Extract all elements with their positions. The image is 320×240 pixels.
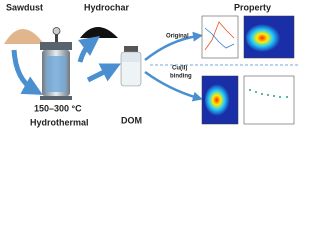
graphical-abstract: Sawdust Hydrochar 150–300 °C Hydrotherma… bbox=[4, 2, 298, 127]
mini-line-plot bbox=[201, 15, 239, 59]
hydrochar-pile bbox=[80, 27, 118, 38]
arrow bbox=[144, 70, 203, 102]
dom-label: DOM bbox=[121, 115, 142, 125]
mini-heatmap bbox=[201, 75, 239, 125]
reactor bbox=[40, 27, 72, 100]
arrow bbox=[144, 31, 203, 61]
binding-label: binding bbox=[170, 74, 192, 80]
sawdust-label: Sawdust bbox=[6, 2, 43, 12]
binding-label: Cu(II) bbox=[172, 66, 187, 72]
bottle bbox=[120, 46, 142, 87]
mini-heatmap bbox=[243, 15, 295, 59]
mini-scatter-plot bbox=[243, 75, 295, 125]
hydrothermal-label: Hydrothermal bbox=[30, 117, 89, 127]
sawdust-pile bbox=[4, 29, 44, 44]
hydrochar-label: Hydrochar bbox=[84, 2, 130, 12]
original-label: Original bbox=[166, 34, 189, 40]
arrow bbox=[77, 35, 100, 63]
arrow bbox=[86, 63, 121, 83]
temperature-label: 150–300 °C bbox=[34, 103, 82, 113]
property-label: Property bbox=[234, 2, 271, 12]
arrow bbox=[11, 49, 43, 95]
